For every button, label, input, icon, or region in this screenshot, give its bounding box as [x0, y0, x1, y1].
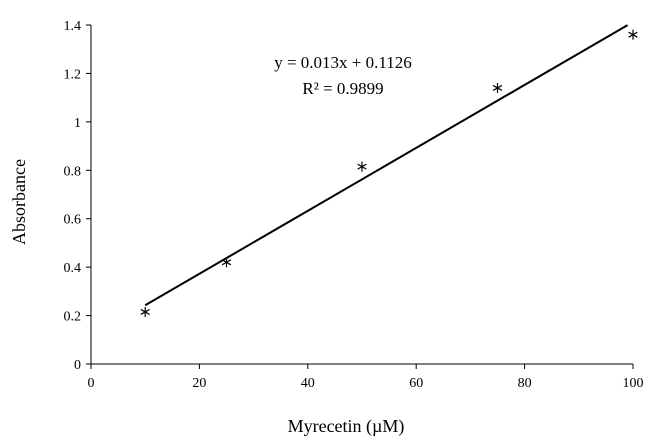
- y-tick-label: 0.6: [64, 213, 82, 228]
- x-axis-title: Myrecetin (µM): [288, 416, 405, 437]
- x-tick-label: 0: [88, 376, 95, 391]
- y-tick-label: 1.2: [64, 67, 82, 82]
- y-tick-label: 1.4: [64, 19, 82, 34]
- trendline: [144, 24, 629, 307]
- data-point-marker: [628, 29, 638, 40]
- x-ticks: 0 20 40 60 80 100: [88, 364, 644, 391]
- x-tick-label: 100: [623, 376, 644, 391]
- y-ticks: 0 0.2 0.4 0.6 0.8 1 1.2 1.4: [64, 19, 91, 373]
- axes: [90, 25, 633, 365]
- x-tick-label: 20: [192, 376, 206, 391]
- x-tick-label: 80: [518, 376, 532, 391]
- data-point-marker: [357, 161, 367, 172]
- y-tick-label: 0.8: [64, 164, 82, 179]
- x-tick-label: 60: [409, 376, 423, 391]
- y-tick-label: 0.4: [64, 261, 82, 276]
- data-point-marker: [492, 82, 503, 93]
- x-tick-label: 40: [301, 376, 315, 391]
- equation-label: y = 0.013x + 0.1126: [274, 53, 412, 72]
- y-tick-label: 0.2: [64, 310, 82, 325]
- data-point-marker: [140, 306, 150, 317]
- data-points: [140, 29, 638, 317]
- data-point-marker: [221, 257, 232, 268]
- trendline-group: [144, 24, 629, 307]
- y-tick-label: 0: [74, 358, 81, 373]
- y-axis-title: Absorbance: [9, 159, 29, 245]
- r-squared-label: R² = 0.9899: [302, 79, 383, 98]
- y-tick-label: 1: [74, 116, 81, 131]
